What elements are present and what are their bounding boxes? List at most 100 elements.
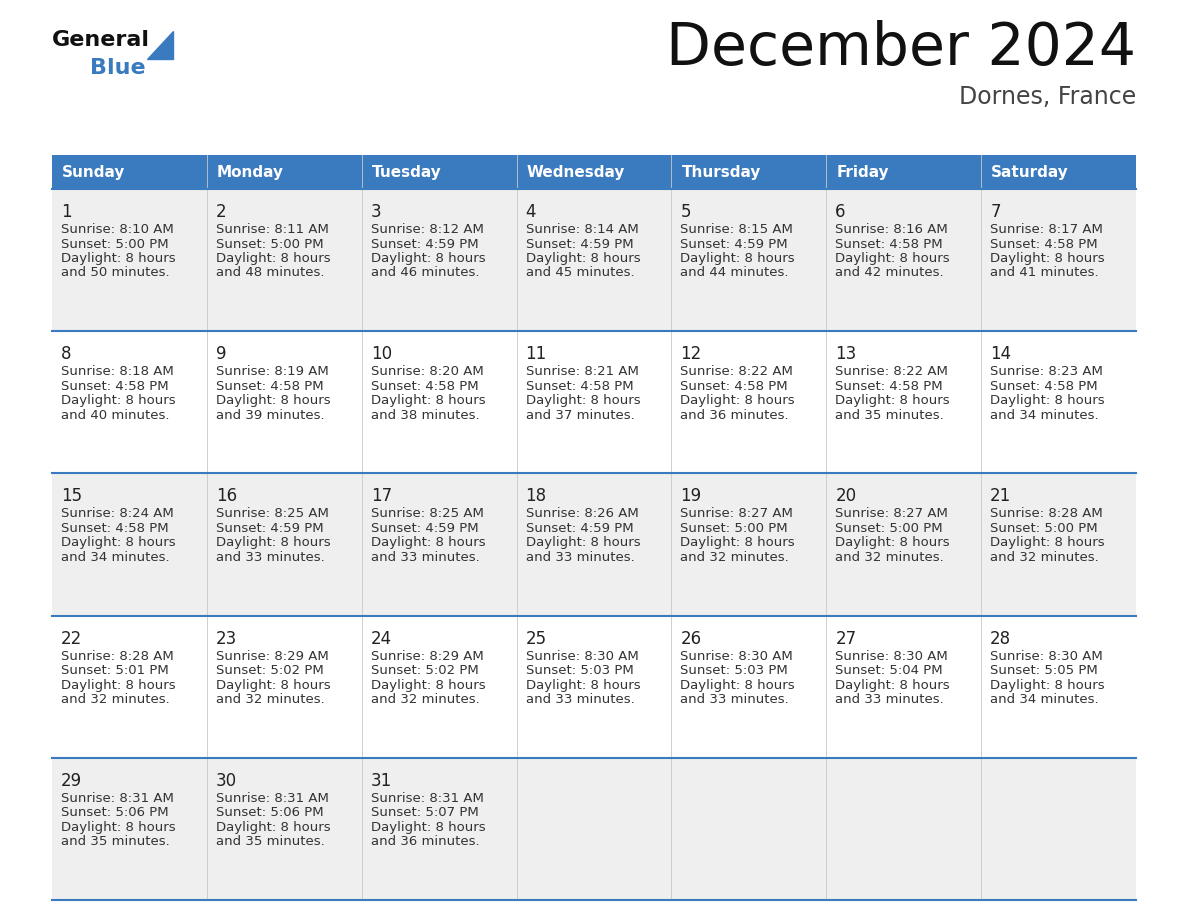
Text: and 46 minutes.: and 46 minutes. — [371, 266, 479, 279]
Text: Sunrise: 8:27 AM: Sunrise: 8:27 AM — [681, 508, 794, 521]
Text: Sunset: 4:58 PM: Sunset: 4:58 PM — [835, 238, 943, 251]
Text: 21: 21 — [990, 487, 1011, 506]
Text: 3: 3 — [371, 203, 381, 221]
Text: and 38 minutes.: and 38 minutes. — [371, 409, 479, 421]
Text: Daylight: 8 hours: Daylight: 8 hours — [990, 252, 1105, 265]
Text: Sunset: 4:59 PM: Sunset: 4:59 PM — [216, 522, 323, 535]
Text: Sunrise: 8:29 AM: Sunrise: 8:29 AM — [371, 650, 484, 663]
Text: Daylight: 8 hours: Daylight: 8 hours — [681, 536, 795, 549]
Text: Daylight: 8 hours: Daylight: 8 hours — [525, 394, 640, 408]
Text: 14: 14 — [990, 345, 1011, 364]
Text: Sunset: 5:00 PM: Sunset: 5:00 PM — [61, 238, 169, 251]
Bar — [207, 155, 361, 189]
Text: Sunset: 4:58 PM: Sunset: 4:58 PM — [990, 380, 1098, 393]
Text: 22: 22 — [61, 630, 82, 647]
Text: Sunset: 5:00 PM: Sunset: 5:00 PM — [990, 522, 1098, 535]
Text: Sunrise: 8:29 AM: Sunrise: 8:29 AM — [216, 650, 329, 663]
Text: and 32 minutes.: and 32 minutes. — [990, 551, 1099, 564]
Text: Sunrise: 8:30 AM: Sunrise: 8:30 AM — [835, 650, 948, 663]
Text: Sunset: 4:59 PM: Sunset: 4:59 PM — [681, 238, 788, 251]
Text: Daylight: 8 hours: Daylight: 8 hours — [371, 252, 486, 265]
Text: Sunrise: 8:19 AM: Sunrise: 8:19 AM — [216, 365, 329, 378]
Text: Daylight: 8 hours: Daylight: 8 hours — [681, 252, 795, 265]
Bar — [517, 155, 671, 189]
Text: Sunset: 4:58 PM: Sunset: 4:58 PM — [525, 380, 633, 393]
Text: 13: 13 — [835, 345, 857, 364]
Text: Sunrise: 8:11 AM: Sunrise: 8:11 AM — [216, 223, 329, 236]
Text: and 34 minutes.: and 34 minutes. — [990, 409, 1099, 421]
Text: 7: 7 — [990, 203, 1000, 221]
Text: and 33 minutes.: and 33 minutes. — [681, 693, 789, 706]
Text: Daylight: 8 hours: Daylight: 8 hours — [681, 394, 795, 408]
Text: Daylight: 8 hours: Daylight: 8 hours — [990, 678, 1105, 691]
Text: and 32 minutes.: and 32 minutes. — [835, 551, 944, 564]
Text: Sunset: 5:03 PM: Sunset: 5:03 PM — [525, 664, 633, 677]
Text: Sunset: 4:58 PM: Sunset: 4:58 PM — [835, 380, 943, 393]
Text: and 32 minutes.: and 32 minutes. — [371, 693, 480, 706]
Text: Daylight: 8 hours: Daylight: 8 hours — [835, 252, 950, 265]
Text: 2: 2 — [216, 203, 227, 221]
Text: 10: 10 — [371, 345, 392, 364]
Text: Sunrise: 8:30 AM: Sunrise: 8:30 AM — [681, 650, 794, 663]
Text: Sunrise: 8:31 AM: Sunrise: 8:31 AM — [371, 792, 484, 805]
Text: Sunset: 4:59 PM: Sunset: 4:59 PM — [371, 238, 479, 251]
Text: Daylight: 8 hours: Daylight: 8 hours — [371, 536, 486, 549]
Text: Sunset: 5:05 PM: Sunset: 5:05 PM — [990, 664, 1098, 677]
Text: 25: 25 — [525, 630, 546, 647]
Text: and 32 minutes.: and 32 minutes. — [216, 693, 324, 706]
Text: Sunrise: 8:30 AM: Sunrise: 8:30 AM — [525, 650, 638, 663]
Text: 23: 23 — [216, 630, 238, 647]
Text: Daylight: 8 hours: Daylight: 8 hours — [216, 394, 330, 408]
Text: Daylight: 8 hours: Daylight: 8 hours — [61, 821, 176, 834]
Text: Sunrise: 8:16 AM: Sunrise: 8:16 AM — [835, 223, 948, 236]
Text: Sunrise: 8:27 AM: Sunrise: 8:27 AM — [835, 508, 948, 521]
Text: and 35 minutes.: and 35 minutes. — [61, 835, 170, 848]
Text: and 36 minutes.: and 36 minutes. — [681, 409, 789, 421]
Text: and 37 minutes.: and 37 minutes. — [525, 409, 634, 421]
Text: Sunset: 5:00 PM: Sunset: 5:00 PM — [835, 522, 943, 535]
Text: and 34 minutes.: and 34 minutes. — [61, 551, 170, 564]
Text: 27: 27 — [835, 630, 857, 647]
Text: 17: 17 — [371, 487, 392, 506]
Text: and 35 minutes.: and 35 minutes. — [216, 835, 324, 848]
Text: Sunset: 5:00 PM: Sunset: 5:00 PM — [216, 238, 323, 251]
Text: 5: 5 — [681, 203, 691, 221]
Text: Sunset: 5:03 PM: Sunset: 5:03 PM — [681, 664, 788, 677]
Text: and 42 minutes.: and 42 minutes. — [835, 266, 944, 279]
Text: 18: 18 — [525, 487, 546, 506]
Text: Sunset: 5:07 PM: Sunset: 5:07 PM — [371, 806, 479, 819]
Text: Sunrise: 8:26 AM: Sunrise: 8:26 AM — [525, 508, 638, 521]
Text: Sunrise: 8:31 AM: Sunrise: 8:31 AM — [216, 792, 329, 805]
Text: Daylight: 8 hours: Daylight: 8 hours — [216, 678, 330, 691]
Text: Daylight: 8 hours: Daylight: 8 hours — [525, 536, 640, 549]
Bar — [981, 155, 1136, 189]
Text: Sunday: Sunday — [62, 164, 126, 180]
Text: Sunset: 5:00 PM: Sunset: 5:00 PM — [681, 522, 788, 535]
Text: 9: 9 — [216, 345, 227, 364]
Text: and 33 minutes.: and 33 minutes. — [216, 551, 324, 564]
Text: Sunset: 4:58 PM: Sunset: 4:58 PM — [61, 522, 169, 535]
Text: and 41 minutes.: and 41 minutes. — [990, 266, 1099, 279]
Text: 4: 4 — [525, 203, 536, 221]
Text: Sunset: 4:59 PM: Sunset: 4:59 PM — [371, 522, 479, 535]
Text: Sunset: 4:58 PM: Sunset: 4:58 PM — [216, 380, 323, 393]
Text: General: General — [52, 30, 150, 50]
Text: 1: 1 — [61, 203, 71, 221]
Text: Daylight: 8 hours: Daylight: 8 hours — [216, 252, 330, 265]
Text: Sunset: 4:59 PM: Sunset: 4:59 PM — [525, 522, 633, 535]
Text: Sunset: 4:58 PM: Sunset: 4:58 PM — [681, 380, 788, 393]
Text: December 2024: December 2024 — [666, 20, 1136, 77]
Text: Friday: Friday — [836, 164, 889, 180]
Text: Daylight: 8 hours: Daylight: 8 hours — [61, 252, 176, 265]
Text: Blue: Blue — [90, 58, 146, 78]
Text: and 40 minutes.: and 40 minutes. — [61, 409, 170, 421]
Text: 29: 29 — [61, 772, 82, 789]
Bar — [671, 155, 827, 189]
Text: Daylight: 8 hours: Daylight: 8 hours — [990, 394, 1105, 408]
Text: 15: 15 — [61, 487, 82, 506]
Text: Daylight: 8 hours: Daylight: 8 hours — [371, 678, 486, 691]
Text: Daylight: 8 hours: Daylight: 8 hours — [371, 821, 486, 834]
Text: Sunrise: 8:28 AM: Sunrise: 8:28 AM — [61, 650, 173, 663]
Text: 8: 8 — [61, 345, 71, 364]
Text: Dornes, France: Dornes, France — [959, 85, 1136, 109]
